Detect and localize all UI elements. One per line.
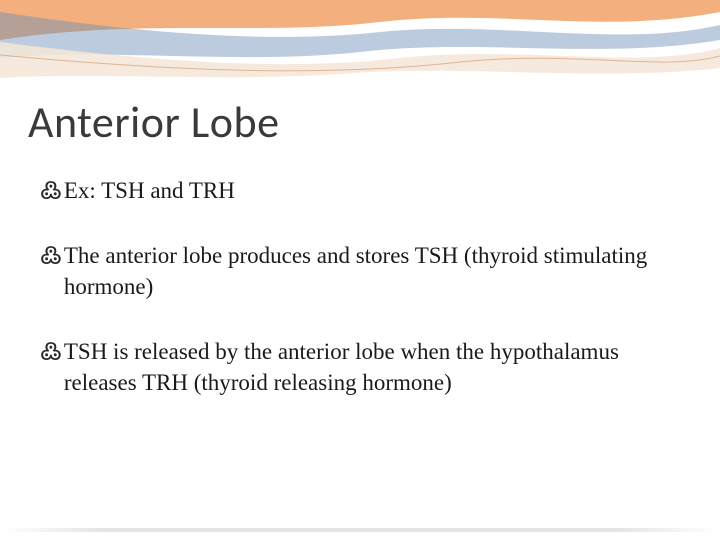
bullet-list: ߷ Ex: TSH and TRH ߷ The anterior lobe pr… [40,175,680,432]
bullet-text: TSH is released by the anterior lobe whe… [64,336,680,398]
wave-svg [0,0,720,85]
list-item: ߷ TSH is released by the anterior lobe w… [40,336,680,398]
slide-title: Anterior Lobe [28,95,279,149]
bullet-glyph-icon: ߷ [40,336,62,367]
bullet-glyph-icon: ߷ [40,240,62,271]
bullet-text: The anterior lobe produces and stores TS… [64,240,680,302]
list-item: ߷ The anterior lobe produces and stores … [40,240,680,302]
bullet-glyph-icon: ߷ [40,175,62,206]
decorative-wave-banner [0,0,720,85]
bullet-text: Ex: TSH and TRH [64,175,680,206]
footer-divider [0,528,720,532]
list-item: ߷ Ex: TSH and TRH [40,175,680,206]
